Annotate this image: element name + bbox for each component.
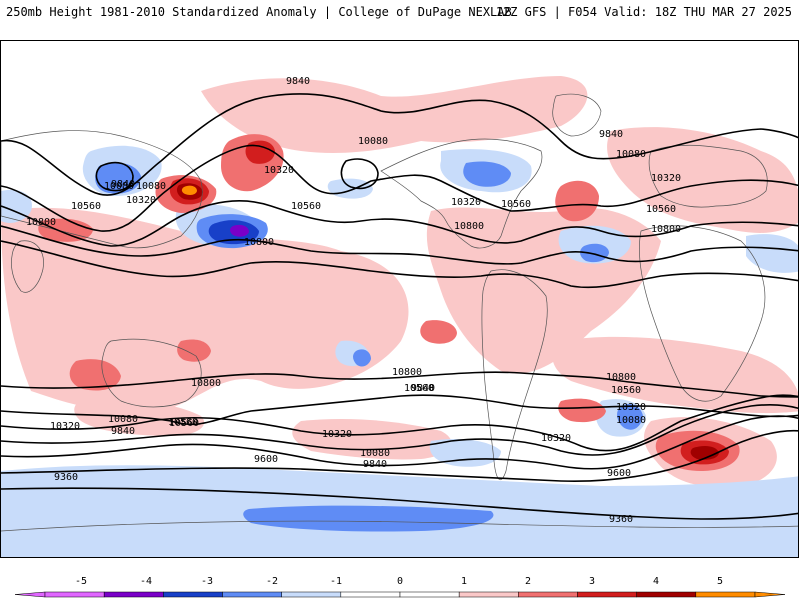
contour-10800-north <box>1 240 798 289</box>
colorbar-tick-label: -1 <box>330 576 342 587</box>
contour-label: 10800 <box>191 378 221 389</box>
contour-label: 9840 <box>111 179 135 190</box>
contour-label: 10320 <box>264 165 294 176</box>
contour-label: 9840 <box>286 76 310 87</box>
contour-label: 10560 <box>501 199 531 210</box>
contour-label: 9840 <box>111 426 135 437</box>
contour-label: 10080 <box>616 149 646 160</box>
contour-label: 9600 <box>607 468 631 479</box>
anomaly-fill-plus-5 <box>181 185 197 195</box>
contour-label: 9600 <box>254 454 278 465</box>
colorbar-tick-label: -4 <box>140 576 152 587</box>
anomaly-fill-minus-4 <box>230 224 249 237</box>
colorbar-boxes <box>14 591 786 598</box>
contour-label: 10560 <box>71 201 101 212</box>
contour-label: 10560 <box>169 418 199 429</box>
contour-label: 10800 <box>651 224 681 235</box>
contour-10080-south <box>1 403 798 456</box>
colorbar-ticks: -5 -4 -3 -2 -1 0 1 2 3 4 5 <box>75 576 723 587</box>
contour-label: 9840 <box>363 459 387 470</box>
colorbar-box <box>163 591 223 598</box>
height-contours <box>1 93 798 520</box>
colorbar-tick-label: 3 <box>589 576 595 587</box>
colorbar-tick-label: 0 <box>397 576 403 587</box>
contour-label: 10800 <box>244 237 274 248</box>
contour-9840-north <box>1 93 798 196</box>
contour-9840-closed-asia <box>95 161 134 192</box>
contour-label: 10320 <box>50 421 80 432</box>
contour-label: 10080 <box>360 448 390 459</box>
colorbar-tick-label: 1 <box>461 576 467 587</box>
colorbar-box <box>44 591 105 598</box>
contour-label: 10560 <box>404 383 434 394</box>
contour-label: 10560 <box>168 417 198 428</box>
colorbar-arrow-low <box>14 591 46 598</box>
contour-labels: 9840100809840100801032010560108001032010… <box>26 76 681 525</box>
contour-10560-north <box>1 225 798 265</box>
contour-label: 10320 <box>451 197 481 208</box>
colorbar-box <box>222 591 282 598</box>
contour-10800-south <box>1 371 798 398</box>
contour-label: 10320 <box>126 195 156 206</box>
colorbar-box <box>103 591 164 598</box>
colorbar-box <box>636 591 697 598</box>
colorbar-tick-label: -3 <box>201 576 213 587</box>
north-america-outline <box>380 138 543 249</box>
contour-label: 9360 <box>54 472 78 483</box>
anomaly-colorbar: -5 -4 -3 -2 -1 0 1 2 3 4 5 <box>14 576 786 598</box>
contour-label: 10080 <box>108 414 138 425</box>
map-title: 250mb Height 1981-2010 Standardized Anom… <box>6 5 512 19</box>
india-outline <box>11 240 44 293</box>
contour-label: 10080 <box>358 136 388 147</box>
south-america-outline <box>481 269 548 481</box>
contour-label: 9840 <box>411 383 435 394</box>
australia-outline <box>101 338 202 408</box>
contour-9360-south <box>1 487 798 520</box>
antarctica-outline <box>1 520 798 532</box>
contour-label: 9360 <box>609 514 633 525</box>
contour-label: 10800 <box>454 221 484 232</box>
model-run-info: 12Z GFS | F054 Valid: 18Z THU MAR 27 202… <box>495 5 792 19</box>
contour-label: 10080 <box>136 181 166 192</box>
contour-label: 10800 <box>606 372 636 383</box>
contour-10080-north <box>1 144 798 232</box>
colorbar-tick-label: 4 <box>653 576 659 587</box>
colorbar-tick-label: -2 <box>266 576 278 587</box>
contour-label: 10800 <box>392 367 422 378</box>
colorbar-box <box>340 591 401 598</box>
coastlines <box>1 93 798 532</box>
colorbar-tick-label: 2 <box>525 576 531 587</box>
contour-label: 10080 <box>104 181 134 192</box>
contour-label: 10320 <box>322 429 352 440</box>
colorbar-arrow-high <box>754 591 786 598</box>
contour-label: 10080 <box>616 415 646 426</box>
greenland-outline <box>552 93 602 137</box>
colorbar-box <box>399 591 460 598</box>
contour-label: 10800 <box>26 217 56 228</box>
contour-label: 10560 <box>611 385 641 396</box>
colorbar-box <box>577 591 637 598</box>
colorbar-box <box>458 591 519 598</box>
colorbar-tick-label: 5 <box>717 576 723 587</box>
colorbar-box <box>518 591 578 598</box>
contour-label: 10560 <box>646 204 676 215</box>
contour-label: 9840 <box>599 129 623 140</box>
contour-9840-south <box>1 415 798 470</box>
contour-label: 10320 <box>651 173 681 184</box>
contour-label: 10320 <box>616 402 646 413</box>
contour-9600-south <box>1 429 798 483</box>
colorbar-box <box>695 591 756 598</box>
contour-10080-closed-pacific <box>340 158 379 190</box>
colorbar-tick-label: -5 <box>75 576 87 587</box>
anomaly-map: 9840100809840100801032010560108001032010… <box>1 76 798 557</box>
contour-label: 10560 <box>291 201 321 212</box>
colorbar-box <box>281 591 342 598</box>
map-panel: 9840100809840100801032010560108001032010… <box>0 40 799 558</box>
contour-label: 10320 <box>541 433 571 444</box>
africa-outline <box>639 225 766 402</box>
contour-10320-south <box>1 394 798 452</box>
contour-10320-north <box>1 200 798 247</box>
